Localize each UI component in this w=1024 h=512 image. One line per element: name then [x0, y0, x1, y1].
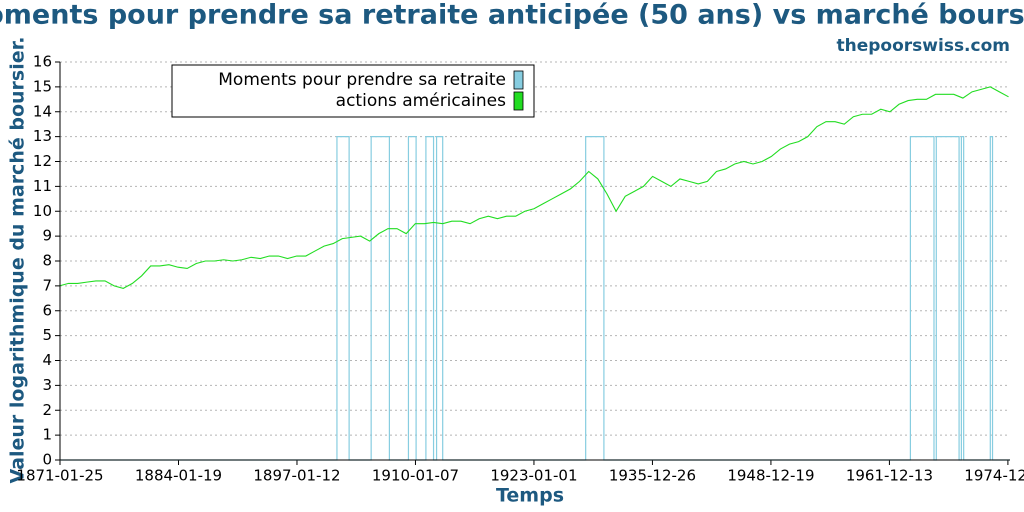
y-tick-label: 14 [33, 102, 52, 120]
y-tick-label: 16 [33, 53, 52, 71]
x-tick-label: 1974-12-07 [964, 467, 1024, 485]
y-tick-label: 9 [42, 227, 52, 245]
source: thepoorswiss.com [837, 36, 1011, 56]
legend-swatch [513, 91, 524, 111]
x-tick-label: 1935-12-26 [609, 467, 696, 485]
x-tick-label: 1910-01-07 [372, 467, 459, 485]
legend: Moments pour prendre sa retraiteactions … [171, 64, 535, 118]
y-tick-label: 15 [33, 77, 52, 95]
series-line [59, 86, 1009, 289]
x-tick-label: 1923-01-01 [490, 467, 577, 485]
y-tick-label: 1 [42, 426, 52, 444]
y-tick-label: 8 [42, 252, 52, 270]
y-tick-label: 10 [33, 202, 52, 220]
x-tick-label: 1961-12-13 [846, 467, 933, 485]
y-tick-label: 3 [42, 376, 52, 394]
x-tick-label: 1948-12-19 [727, 467, 814, 485]
y-tick-label: 6 [42, 301, 52, 319]
x-tick-label: 1884-01-19 [135, 467, 222, 485]
x-axis-title: Temps [496, 485, 564, 507]
y-tick-label: 12 [33, 152, 52, 170]
series-line [60, 136, 1010, 461]
y-tick-label: 11 [33, 177, 52, 195]
legend-swatch [513, 70, 524, 90]
y-axis-title: Valeur logarithmique du marché boursier. [7, 37, 29, 484]
y-tick-label: 5 [42, 326, 52, 344]
legend-box [171, 64, 535, 118]
y-tick-label: 0 [42, 451, 52, 469]
x-tick-label: 1871-01-25 [16, 467, 103, 485]
legend-label: Moments pour prendre sa retraite [218, 70, 506, 90]
legend-label: actions américaines [336, 91, 506, 111]
y-tick-label: 2 [42, 401, 52, 419]
y-tick-label: 4 [42, 351, 52, 369]
y-tick-label: 13 [33, 127, 52, 145]
x-tick-label: 1897-01-12 [253, 467, 340, 485]
chart-title: Moments pour prendre sa retraite anticip… [0, 0, 1024, 31]
y-tick-label: 7 [42, 276, 52, 294]
